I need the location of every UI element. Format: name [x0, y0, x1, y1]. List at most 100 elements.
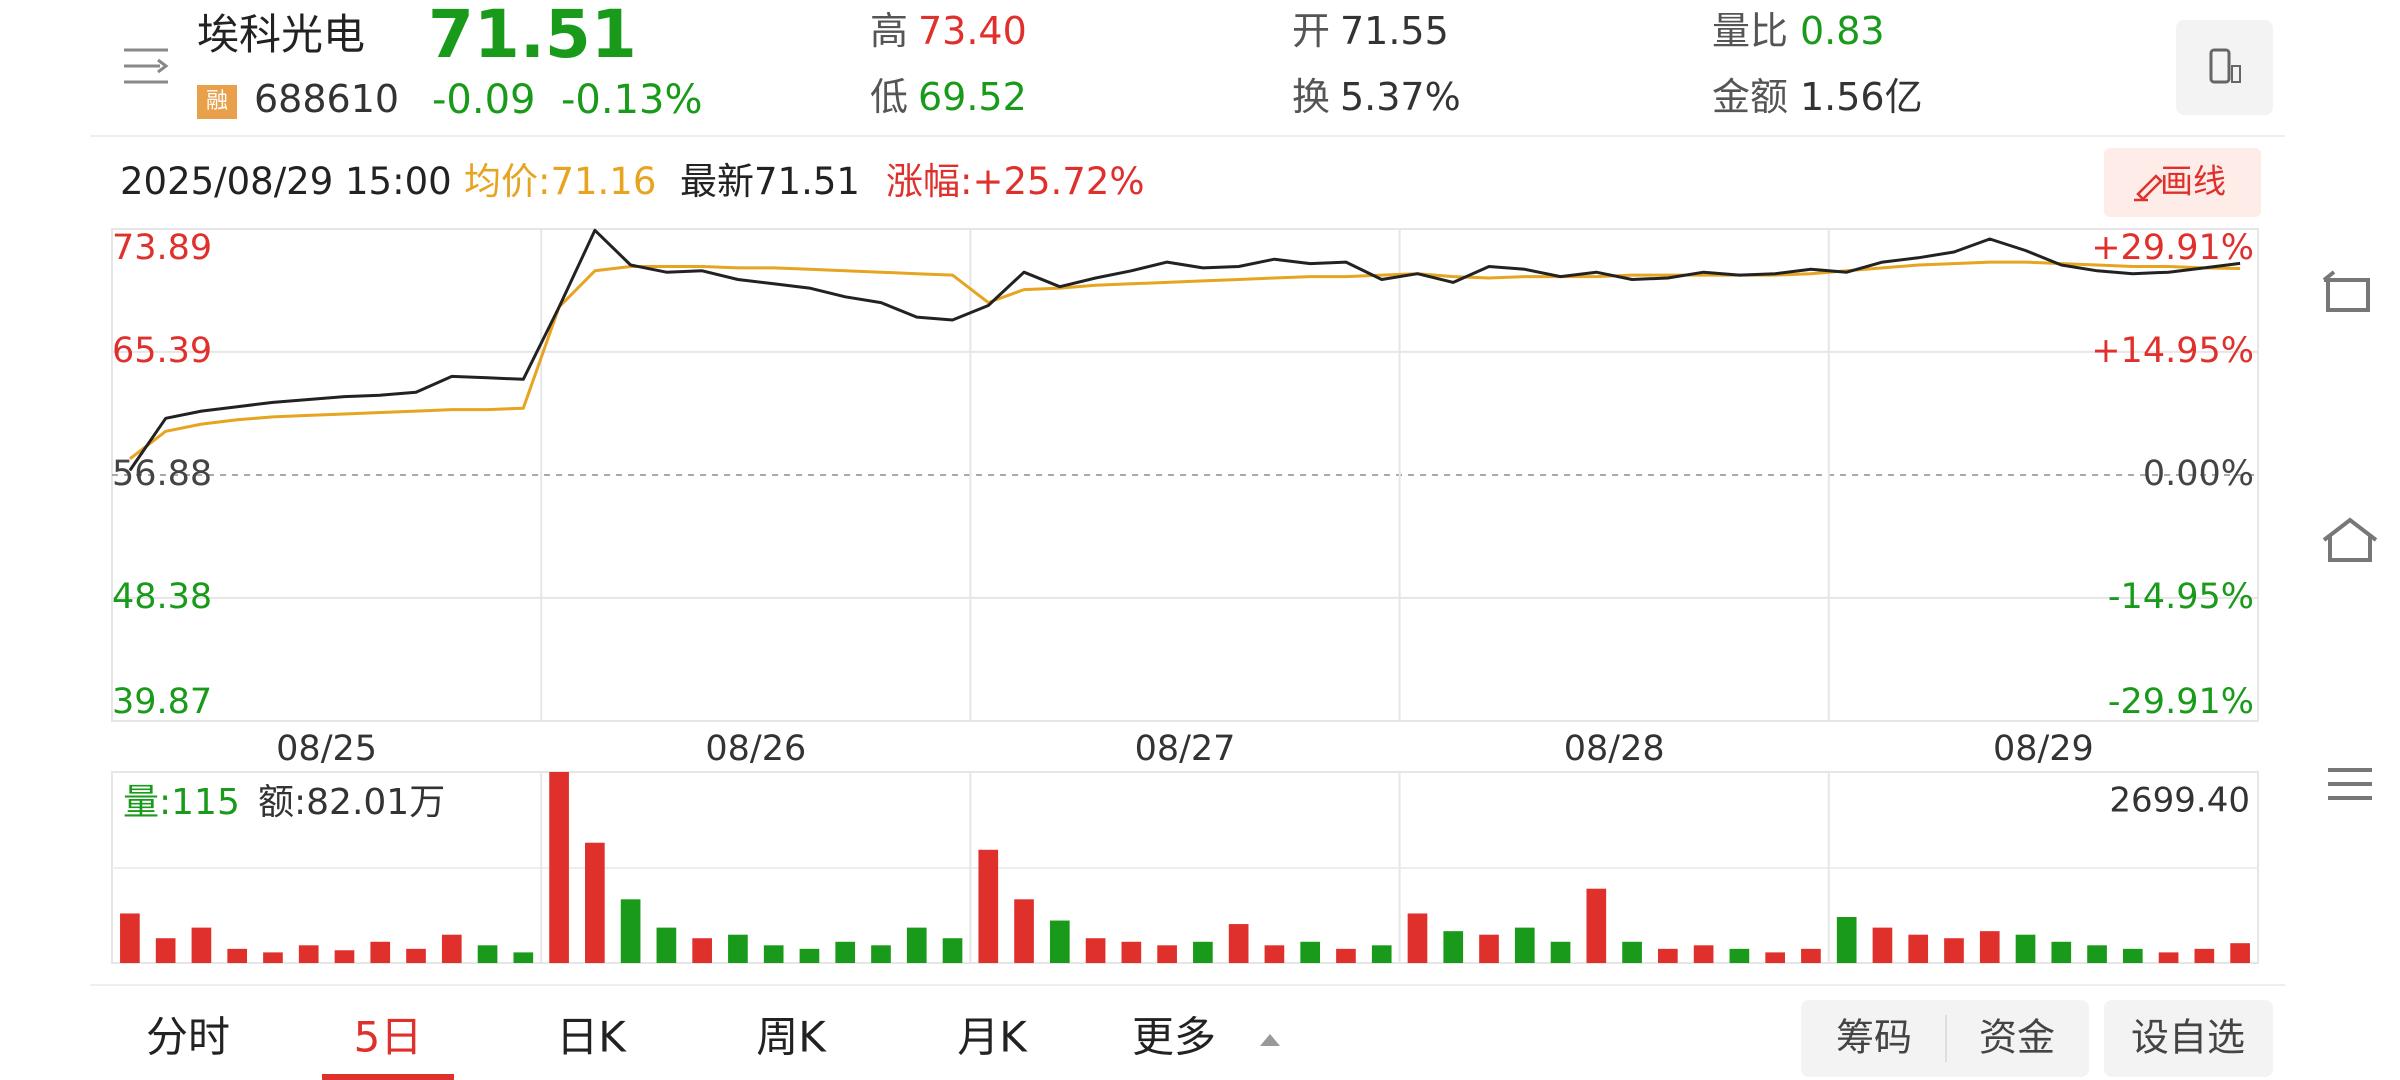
stat-value: 5.37%	[1340, 75, 1461, 119]
y-tick-label: 73.89	[112, 228, 212, 268]
volume-bar	[1908, 934, 1929, 963]
volume-bar	[942, 938, 963, 963]
watchlist-button[interactable]: 设自选	[2131, 1016, 2245, 1060]
stat-value: 0.83	[1800, 9, 1885, 53]
amount-label: 额:82.01万	[258, 782, 445, 823]
price-line	[128, 260, 2241, 460]
volume-bar	[1550, 941, 1571, 963]
tab[interactable]: 分时	[146, 1013, 230, 1062]
volume-bar	[1228, 924, 1249, 963]
x-tick-label: 08/25	[276, 729, 377, 769]
stat-label: 低	[870, 75, 909, 119]
volume-bar	[2015, 934, 2036, 963]
volume-bar	[835, 941, 856, 963]
volume-bar	[1658, 948, 1678, 963]
y-tick-label: 39.87	[112, 682, 212, 722]
volume-bar	[2194, 948, 2215, 963]
margin-badge: 融	[197, 85, 237, 119]
volume-bar	[1801, 948, 1821, 963]
volume-bar	[1371, 945, 1392, 963]
stock-code: 688610	[254, 77, 400, 121]
back-icon[interactable]	[2322, 270, 2370, 312]
tab[interactable]: 5日	[354, 1013, 423, 1062]
device-icon	[2231, 65, 2241, 83]
tab[interactable]: 更多	[1132, 1013, 1216, 1062]
volume-bar	[2122, 948, 2143, 963]
home-icon[interactable]	[2322, 517, 2378, 562]
volume-tick-label: 2699.40	[2109, 781, 2250, 821]
volume-bar	[406, 948, 426, 963]
volume-bar	[298, 945, 319, 963]
stat-label: 开	[1292, 9, 1331, 53]
volume-bar	[191, 927, 212, 963]
volume-bar	[692, 938, 712, 963]
volume-bar	[1157, 945, 1177, 963]
volume-label: 量:115	[123, 782, 240, 823]
volume-bar	[1622, 941, 1642, 963]
more-arrow[interactable]	[1260, 1034, 1280, 1046]
y2-tick-label: -29.91%	[2108, 682, 2254, 722]
volume-bar	[978, 849, 999, 963]
device-button[interactable]	[2176, 20, 2273, 115]
tab-underline	[322, 1074, 454, 1080]
y2-tick-label: +14.95%	[2091, 331, 2254, 371]
volume-bar	[1300, 941, 1321, 963]
volume-bar	[1407, 913, 1428, 963]
volume-bar	[656, 927, 677, 963]
y2-tick-label: -14.95%	[2108, 577, 2254, 617]
y-tick-label: 48.38	[112, 577, 212, 617]
stat-label: 量比	[1712, 9, 1789, 53]
y2-tick-label: 0.00%	[2143, 454, 2254, 494]
volume-bar	[1693, 945, 1714, 963]
volume-bar	[1264, 945, 1285, 963]
volume-bar	[155, 938, 176, 963]
recent-icon[interactable]	[2328, 768, 2372, 800]
volume-bar	[1121, 941, 1142, 963]
volume-bar	[120, 913, 140, 963]
volume-bar	[1479, 934, 1499, 963]
device-icon	[2209, 48, 2231, 84]
price-change-pct: -0.13%	[561, 77, 703, 123]
volume-bar	[513, 952, 534, 963]
draw-button-label[interactable]: 画线	[2160, 162, 2226, 201]
stat-value: 73.40	[918, 9, 1027, 53]
volume-bar	[906, 927, 927, 963]
avg-price: 均价:71.16	[464, 160, 657, 203]
tab[interactable]: 日K	[556, 1013, 627, 1062]
y2-tick-label: +29.91%	[2091, 228, 2254, 268]
tab[interactable]: 月K	[957, 1013, 1028, 1062]
tab[interactable]: 周K	[756, 1013, 827, 1062]
menu-icon[interactable]	[124, 48, 169, 84]
x-tick-label: 08/28	[1564, 729, 1665, 769]
stat-value: 1.56亿	[1800, 75, 1923, 119]
fund-button[interactable]: 资金	[1979, 1016, 2055, 1060]
volume-bar	[1336, 948, 1356, 963]
volume-bar	[227, 948, 248, 963]
stat-value: 69.52	[918, 75, 1027, 119]
volume-bar	[441, 934, 462, 963]
stock-price: 71.51	[428, 0, 637, 73]
x-tick-label: 08/29	[1993, 729, 2094, 769]
volume-bar	[585, 842, 605, 963]
volume-bar	[1049, 920, 1070, 963]
stat-label: 换	[1292, 75, 1331, 119]
volume-bar	[549, 772, 569, 963]
volume-bar	[763, 945, 784, 963]
volume-bar	[2087, 945, 2107, 963]
volume-bar	[1765, 952, 1785, 963]
y-tick-label: 56.88	[112, 454, 212, 494]
volume-bar	[728, 934, 748, 963]
volume-bar	[2051, 941, 2072, 963]
volume-bar	[2158, 952, 2179, 963]
volume-bar	[1586, 888, 1607, 963]
volume-bar	[1944, 938, 1964, 963]
volume-bar	[1836, 917, 1857, 963]
chip-button[interactable]: 筹码	[1836, 1016, 1912, 1060]
gain: 涨幅:+25.72%	[886, 160, 1145, 203]
latest-price: 最新71.51	[680, 160, 860, 203]
x-tick-label: 08/26	[705, 729, 806, 769]
pencil-icon	[2134, 174, 2163, 202]
stat-value: 71.55	[1340, 9, 1449, 53]
